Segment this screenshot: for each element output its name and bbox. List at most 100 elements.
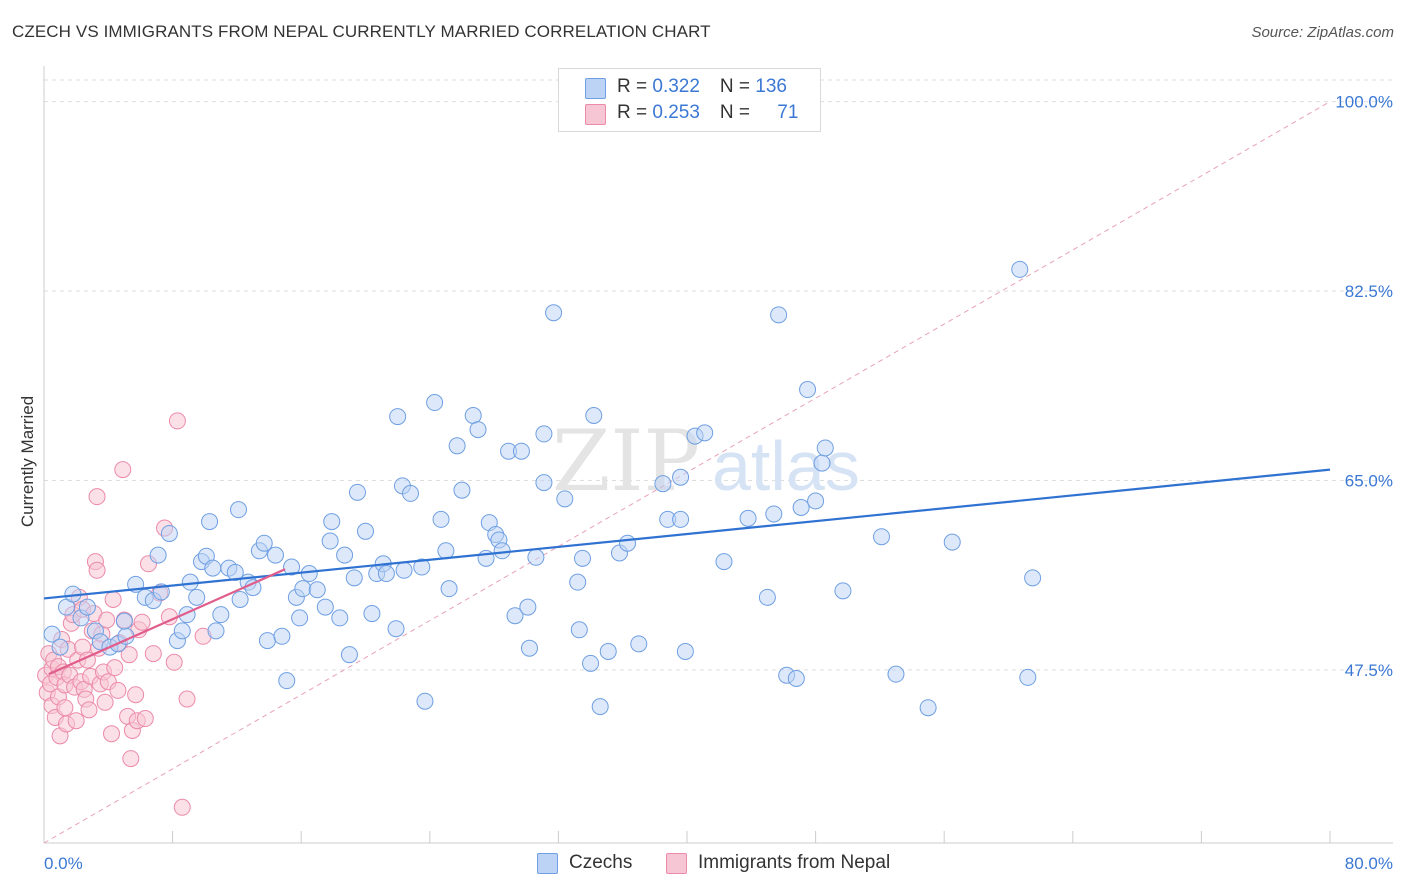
nepal-point <box>109 681 127 699</box>
czechs-point <box>715 553 733 571</box>
czechs-point <box>630 635 648 653</box>
nepal-point <box>56 699 74 717</box>
nepal-point <box>96 693 114 711</box>
nepal-stats: R = 0.253 N = 71 <box>617 102 799 123</box>
czechs-point <box>770 306 788 324</box>
source-label: Source: ZipAtlas.com <box>1251 24 1394 41</box>
czechs-point <box>188 588 206 606</box>
czechs-point <box>585 407 603 425</box>
series-czechs-points <box>43 260 1042 717</box>
chart-title: CZECH VS IMMIGRANTS FROM NEPAL CURRENTLY… <box>12 22 711 41</box>
nepal-point <box>88 561 106 579</box>
czechs-point <box>1024 569 1042 587</box>
czechs-point <box>873 528 891 546</box>
czechs-point <box>519 598 537 616</box>
czechs-point <box>340 646 358 664</box>
y-tick-label: 82.5% <box>1345 282 1393 301</box>
czechs-point <box>345 569 363 587</box>
czechs-point <box>212 606 230 624</box>
czechs-point <box>255 534 273 552</box>
nepal-swatch <box>585 104 606 125</box>
czechs-point <box>336 546 354 564</box>
czechs-point <box>43 625 61 643</box>
czechs-point <box>377 565 395 583</box>
nepal-point <box>106 659 124 677</box>
czechs-point <box>226 563 244 581</box>
czechs-trend-line <box>43 468 1331 600</box>
nepal-point <box>168 412 186 430</box>
czechs-n-value: 136 <box>755 76 787 97</box>
czechs-point <box>1019 668 1037 686</box>
nepal-point <box>136 710 154 728</box>
czechs-point <box>792 498 810 516</box>
czechs-point <box>323 513 341 531</box>
x-tick-label-min: 0.0% <box>44 854 83 873</box>
czechs-point <box>887 665 905 683</box>
nepal-n-value: 71 <box>777 102 799 123</box>
czechs-point <box>758 588 776 606</box>
nepal-point <box>144 645 162 663</box>
czechs-point <box>149 546 167 564</box>
czechs-point <box>654 475 672 493</box>
czechs-point <box>599 642 617 660</box>
czechs-point <box>294 580 312 598</box>
czechs-point <box>278 672 296 690</box>
nepal-point <box>122 750 140 768</box>
czechs-point <box>440 580 458 598</box>
y-tick-label: 47.5% <box>1345 661 1393 680</box>
czechs-point <box>395 561 413 579</box>
czechs-point <box>512 442 530 460</box>
czechs-point <box>1011 260 1029 278</box>
axis-labels: 47.5% 65.0% 82.5% 100.0% 0.0% 80.0% Currently … <box>18 93 1393 873</box>
trend-lines <box>43 468 1331 676</box>
czechs-point <box>432 510 450 528</box>
czechs-point <box>266 546 284 564</box>
czechs-point <box>437 542 455 560</box>
czechs-point <box>506 607 524 625</box>
czechs-point <box>283 558 301 576</box>
nepal-trend-line <box>48 568 286 676</box>
czechs-legend-label: Czechs <box>569 852 633 873</box>
czechs-point <box>816 439 834 457</box>
czechs-point <box>426 394 444 412</box>
nepal-point <box>133 613 151 631</box>
czechs-point <box>696 424 714 442</box>
czechs-point <box>363 605 381 623</box>
czechs-point <box>813 454 831 472</box>
czechs-point <box>308 581 326 599</box>
czechs-point <box>582 654 600 672</box>
nepal-point <box>165 653 183 671</box>
czechs-point <box>943 533 961 551</box>
czechs-point <box>493 542 511 560</box>
czechs-point <box>799 381 817 399</box>
czechs-point <box>357 522 374 540</box>
czechs-point <box>765 505 783 523</box>
czechs-point <box>273 627 291 645</box>
y-tick-label: 65.0% <box>1345 471 1393 490</box>
y-tick-label: 100.0% <box>1335 93 1393 112</box>
czechs-point <box>535 474 553 492</box>
czechs-point <box>201 513 219 531</box>
nepal-point <box>88 488 106 506</box>
czechs-point <box>389 408 407 426</box>
czechs-point <box>402 484 420 502</box>
watermark-atlas: atlas <box>712 427 860 505</box>
czechs-point <box>535 425 553 443</box>
czechs-point <box>331 609 349 627</box>
czechs-r-value: 0.322 <box>652 76 700 97</box>
czechs-point <box>676 642 694 660</box>
nepal-point <box>173 798 191 816</box>
czechs-point <box>574 549 592 567</box>
watermark: ZIP atlas <box>552 412 860 510</box>
czechs-point <box>230 501 248 519</box>
nepal-legend-label: Immigrants from Nepal <box>698 852 891 873</box>
nepal-point <box>114 461 132 479</box>
czechs-point <box>348 483 366 501</box>
czechs-point <box>807 492 825 510</box>
czechs-point <box>416 692 434 710</box>
czechs-point <box>591 698 609 716</box>
nepal-point <box>98 611 116 629</box>
nepal-point <box>80 701 98 719</box>
czechs-point <box>619 534 637 552</box>
czechs-point <box>51 638 69 656</box>
